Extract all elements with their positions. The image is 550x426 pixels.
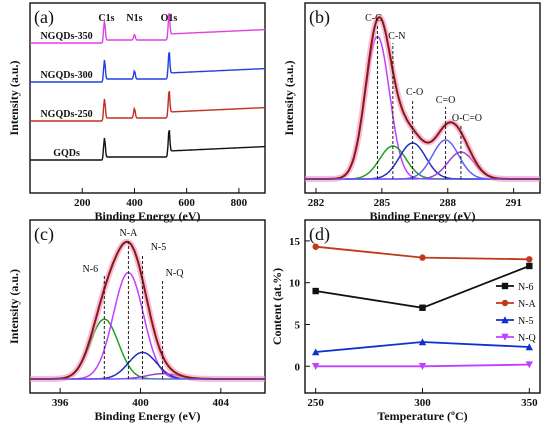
panel-label: (c) — [34, 224, 54, 245]
panel-label: (a) — [34, 7, 54, 28]
data-point — [312, 243, 319, 250]
x-axis-label: Binding Energy (eV) — [369, 209, 475, 223]
component-curve — [305, 35, 540, 180]
x-tick-label: 250 — [307, 397, 324, 409]
plot-frame — [304, 2, 541, 194]
survey-line — [30, 12, 265, 44]
x-axis-label: Binding Energy (eV) — [94, 209, 200, 223]
component-label: O-C=O — [452, 113, 482, 124]
y-tick-label: 15 — [289, 236, 301, 248]
x-axis-label: Temperature (ºC) — [377, 409, 467, 423]
component-curve — [305, 142, 540, 180]
data-point — [501, 333, 509, 341]
x-tick-label: 282 — [308, 197, 325, 209]
peak-label: O1s — [161, 13, 178, 24]
data-point — [526, 262, 533, 270]
legend-label: N-5 — [518, 316, 534, 327]
series-label: NGQDs-250 — [40, 109, 92, 120]
y-axis-label: Intensity (a.u.) — [7, 60, 21, 135]
x-tick-label: 300 — [414, 397, 431, 409]
y-axis-label: Intensity (a.u.) — [7, 269, 21, 344]
x-tick-label: 400 — [132, 397, 149, 409]
plot-frame — [29, 219, 266, 394]
component-label: C-N — [388, 31, 405, 42]
data-point — [501, 299, 509, 307]
series-label: NGQDs-350 — [40, 31, 92, 42]
x-tick-label: 291 — [505, 197, 522, 209]
legend-label: N-A — [518, 299, 537, 310]
data-point — [526, 256, 533, 263]
component-label: N-A — [120, 228, 139, 239]
data-point — [419, 254, 426, 261]
series-label: NGQDs-300 — [40, 70, 92, 81]
component-label: N-6 — [83, 264, 99, 275]
survey-line — [30, 129, 265, 161]
y-axis-label: Content (at.%) — [270, 268, 284, 345]
data-point — [312, 287, 319, 295]
data-point — [501, 282, 509, 290]
component-label: C-C — [365, 13, 382, 24]
data-point — [418, 363, 427, 370]
data-point — [311, 348, 320, 356]
component-label: N-Q — [166, 268, 185, 279]
y-axis-label: Intensity (a.u.) — [282, 60, 296, 135]
envelope-curve — [305, 16, 540, 180]
series-label: GQDs — [53, 148, 80, 159]
survey-line — [30, 90, 265, 122]
x-tick-label: 200 — [74, 197, 91, 209]
x-tick-label: 288 — [440, 197, 457, 209]
data-point — [525, 343, 534, 351]
x-tick-label: 396 — [52, 397, 69, 409]
raw-data-band — [305, 13, 540, 182]
data-point — [525, 361, 534, 369]
data-point — [418, 338, 427, 346]
y-tick-label: 5 — [295, 319, 301, 331]
legend-label: N-6 — [518, 282, 534, 293]
x-tick-label: 404 — [213, 397, 230, 409]
component-curve — [30, 318, 265, 380]
panel-d: 0 5 10 15 N-6 N-A N-5 N-Q 250 300 350 Temperature (… — [270, 219, 541, 423]
x-tick-label: 285 — [374, 197, 391, 209]
panel-b: C-C C-N C-O C=O O-C=O 282 285 288 291 Binding Ene… — [282, 2, 541, 223]
survey-line — [30, 51, 265, 83]
peak-label: N1s — [126, 13, 142, 24]
y-tick-label: 0 — [295, 361, 301, 373]
component-label: N-5 — [151, 242, 167, 253]
raw-data-band — [30, 238, 265, 382]
panel-a: NGQDs-350 NGQDs-300 NGQDs-250 GQDs C1s N1s O1s… — [7, 2, 266, 223]
x-tick-label: 350 — [521, 397, 538, 409]
component-label: C=O — [436, 95, 456, 106]
x-axis-label: Binding Energy (eV) — [94, 409, 200, 423]
component-curve — [305, 139, 540, 180]
panel-label: (d) — [309, 224, 330, 245]
plot-frame — [29, 2, 266, 194]
data-point — [419, 304, 426, 311]
x-tick-label: 800 — [231, 197, 248, 209]
component-label: C-O — [406, 87, 423, 98]
x-tick-label: 600 — [178, 197, 195, 209]
x-tick-label: 400 — [126, 197, 143, 209]
data-point — [311, 363, 320, 370]
panel-c: N-6 N-A N-5 N-Q 396 400 404 Binding Energy (eV)… — [7, 219, 266, 423]
peak-label: C1s — [98, 13, 114, 24]
legend-label: N-Q — [518, 333, 537, 344]
y-tick-label: 10 — [289, 278, 301, 290]
panel-label: (b) — [309, 7, 330, 28]
data-point — [501, 316, 509, 324]
